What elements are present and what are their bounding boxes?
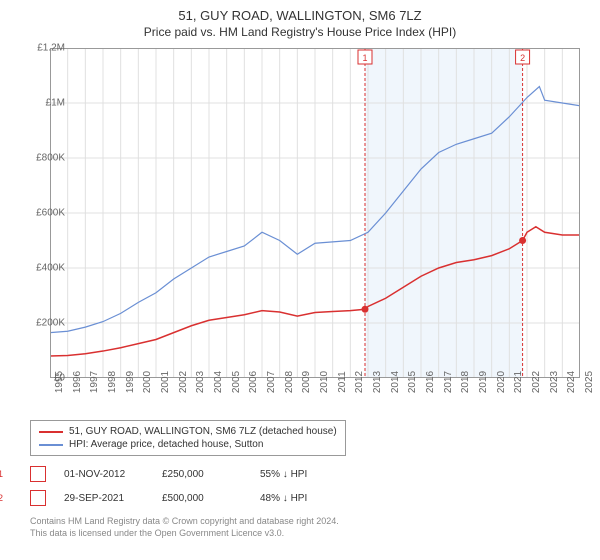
marker-box: 1 <box>30 466 46 482</box>
x-tick-label: 2007 <box>266 371 277 393</box>
x-tick-label: 1999 <box>125 371 136 393</box>
marker-date: 29-SEP-2021 <box>64 493 144 504</box>
x-tick-label: 2011 <box>337 371 348 393</box>
x-tick-label: 2018 <box>460 371 471 393</box>
legend: 51, GUY ROAD, WALLINGTON, SM6 7LZ (detac… <box>30 420 346 456</box>
footer-line: Contains HM Land Registry data © Crown c… <box>30 516 339 528</box>
x-tick-label: 2019 <box>478 371 489 393</box>
marker-pct: 48% ↓ HPI <box>260 493 340 504</box>
chart-svg: 12 <box>50 48 580 378</box>
y-tick-label: £1M <box>25 98 65 109</box>
marker-row: 2 29-SEP-2021 £500,000 48% ↓ HPI <box>30 486 340 510</box>
marker-row: 1 01-NOV-2012 £250,000 55% ↓ HPI <box>30 462 340 486</box>
marker-price: £250,000 <box>162 469 242 480</box>
y-tick-label: £800K <box>25 153 65 164</box>
x-tick-label: 2024 <box>566 371 577 393</box>
x-tick-label: 2009 <box>301 371 312 393</box>
marker-date: 01-NOV-2012 <box>64 469 144 480</box>
legend-item: HPI: Average price, detached house, Sutt… <box>39 438 337 451</box>
legend-swatch <box>39 444 63 446</box>
x-tick-label: 2023 <box>549 371 560 393</box>
x-tick-label: 2016 <box>425 371 436 393</box>
chart-plot-area: 12 <box>50 48 580 378</box>
x-tick-label: 1998 <box>107 371 118 393</box>
footer-attribution: Contains HM Land Registry data © Crown c… <box>30 516 339 539</box>
legend-label: 51, GUY ROAD, WALLINGTON, SM6 7LZ (detac… <box>69 426 337 437</box>
x-tick-label: 2008 <box>284 371 295 393</box>
x-tick-label: 2012 <box>354 371 365 393</box>
x-tick-label: 2014 <box>390 371 401 393</box>
x-tick-label: 2002 <box>178 371 189 393</box>
x-tick-label: 2003 <box>195 371 206 393</box>
x-tick-label: 2017 <box>443 371 454 393</box>
x-tick-label: 1997 <box>89 371 100 393</box>
x-tick-label: 2020 <box>496 371 507 393</box>
legend-item: 51, GUY ROAD, WALLINGTON, SM6 7LZ (detac… <box>39 425 337 438</box>
chart-subtitle: Price paid vs. HM Land Registry's House … <box>0 23 600 39</box>
marker-box: 2 <box>30 490 46 506</box>
y-tick-label: £200K <box>25 318 65 329</box>
x-tick-label: 2005 <box>231 371 242 393</box>
y-tick-label: £600K <box>25 208 65 219</box>
marker-table: 1 01-NOV-2012 £250,000 55% ↓ HPI 2 29-SE… <box>30 462 340 510</box>
marker-price: £500,000 <box>162 493 242 504</box>
legend-label: HPI: Average price, detached house, Sutt… <box>69 439 263 450</box>
x-tick-label: 1995 <box>54 371 65 393</box>
x-tick-label: 2025 <box>584 371 595 393</box>
x-tick-label: 2015 <box>407 371 418 393</box>
legend-swatch <box>39 431 63 433</box>
svg-text:2: 2 <box>520 53 525 63</box>
marker-pct: 55% ↓ HPI <box>260 469 340 480</box>
svg-text:1: 1 <box>362 53 367 63</box>
y-tick-label: £400K <box>25 263 65 274</box>
x-tick-label: 2004 <box>213 371 224 393</box>
x-tick-label: 2013 <box>372 371 383 393</box>
x-tick-label: 2010 <box>319 371 330 393</box>
x-tick-label: 2006 <box>248 371 259 393</box>
x-tick-label: 2001 <box>160 371 171 393</box>
footer-line: This data is licensed under the Open Gov… <box>30 528 339 540</box>
x-tick-label: 1996 <box>72 371 83 393</box>
y-tick-label: £1.2M <box>25 43 65 54</box>
chart-title: 51, GUY ROAD, WALLINGTON, SM6 7LZ <box>0 0 600 23</box>
x-tick-label: 2021 <box>513 371 524 393</box>
x-tick-label: 2000 <box>142 371 153 393</box>
chart-container: 51, GUY ROAD, WALLINGTON, SM6 7LZ Price … <box>0 0 600 560</box>
x-tick-label: 2022 <box>531 371 542 393</box>
